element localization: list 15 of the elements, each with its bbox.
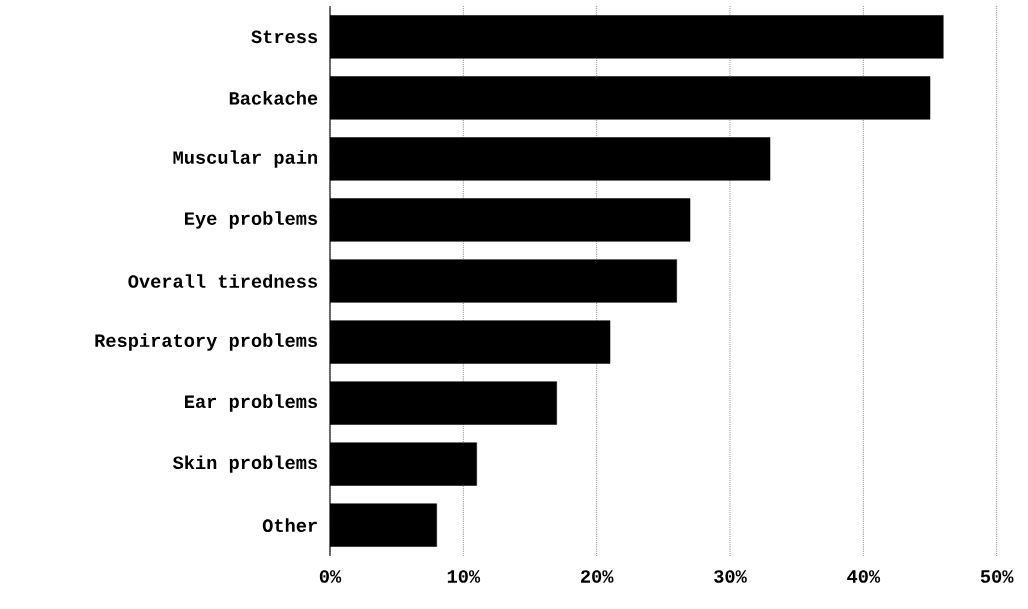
- x-tick-label: 0%: [319, 570, 342, 583]
- x-tick-label: 50%: [980, 570, 1014, 583]
- x-tick-label: 40%: [847, 570, 881, 583]
- x-tick-label: 30%: [714, 570, 747, 583]
- y-tick-label: Eye problems: [185, 211, 318, 229]
- y-tick-label: Overall tiredness: [128, 274, 318, 288]
- y-tick-label: Other: [262, 518, 317, 532]
- y-tick-label: Backache: [229, 91, 318, 105]
- y-tick-label: Muscular pain: [173, 150, 318, 168]
- y-tick-label: Respiratory problems: [95, 333, 317, 351]
- x-tick-label: 10%: [447, 570, 481, 583]
- x-tick-label: 20%: [581, 570, 614, 583]
- y-tick-label: Skin problems: [172, 455, 318, 473]
- y-tick-label: Ear problems: [185, 394, 318, 412]
- y-tick-label: Stress: [251, 30, 318, 44]
